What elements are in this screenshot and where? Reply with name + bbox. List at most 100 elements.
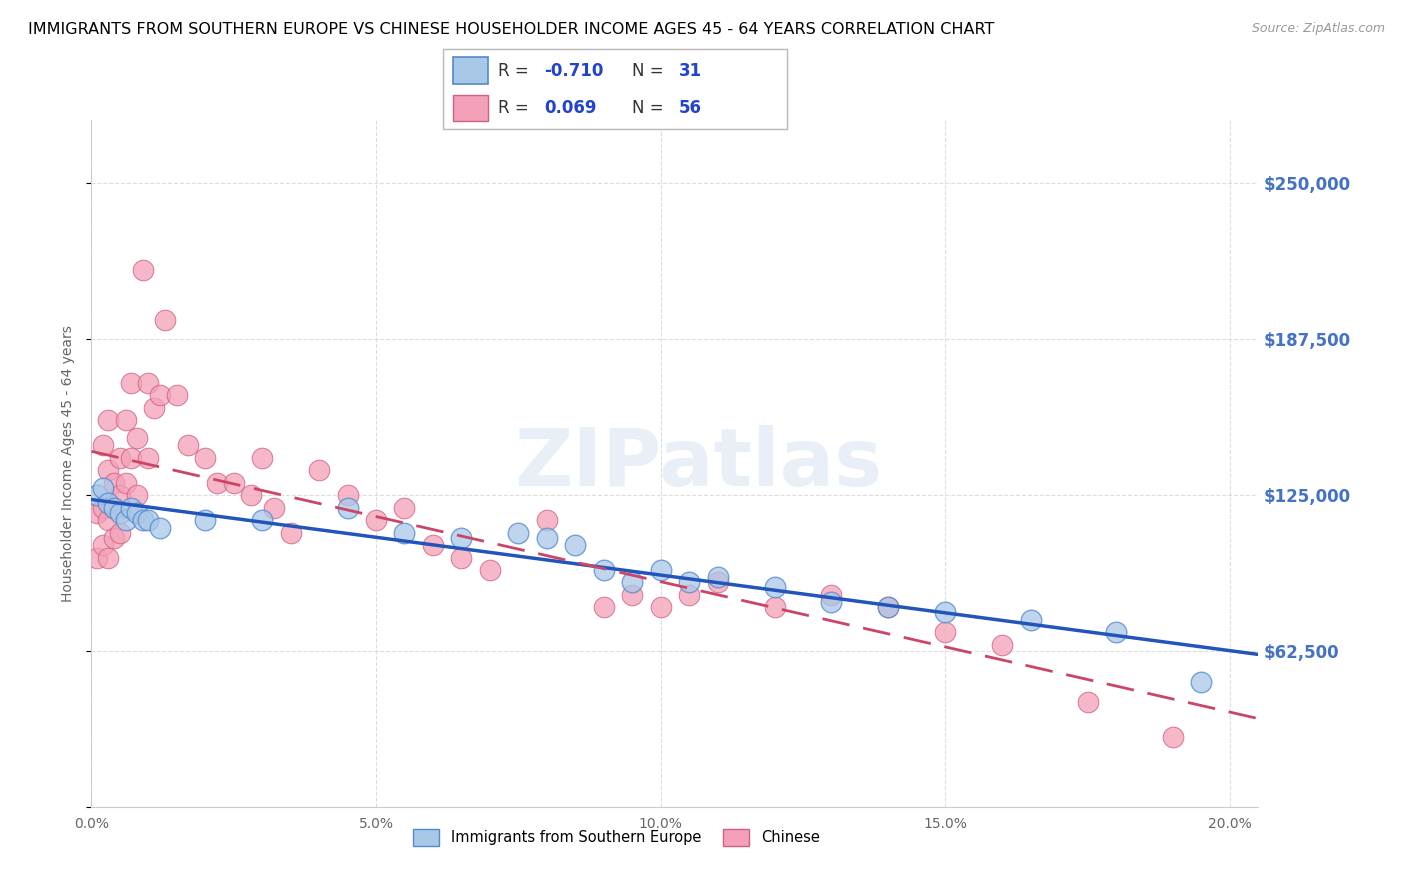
Point xyxy=(706,570,728,584)
Point xyxy=(621,575,644,590)
Text: 0.069: 0.069 xyxy=(544,99,598,117)
Point xyxy=(592,600,614,615)
Point xyxy=(86,550,108,565)
Point xyxy=(194,450,217,465)
Point xyxy=(86,488,108,502)
Point xyxy=(280,525,302,540)
Point xyxy=(991,638,1014,652)
Point xyxy=(91,500,114,515)
Point xyxy=(450,550,472,565)
Point xyxy=(592,563,614,577)
Point xyxy=(166,388,188,402)
Point xyxy=(877,600,900,615)
Point xyxy=(125,431,148,445)
Point xyxy=(108,506,131,520)
Point xyxy=(125,488,148,502)
Point xyxy=(536,531,558,545)
Bar xyxy=(453,57,488,84)
Text: -0.710: -0.710 xyxy=(544,62,605,79)
Point xyxy=(820,595,842,609)
Point xyxy=(478,563,501,577)
Point xyxy=(250,450,273,465)
Point xyxy=(394,500,416,515)
Point xyxy=(103,500,125,515)
Text: N =: N = xyxy=(633,99,669,117)
Point xyxy=(86,506,108,520)
Point xyxy=(120,500,142,515)
Point xyxy=(678,575,700,590)
Point xyxy=(91,538,114,552)
Point xyxy=(97,463,120,477)
Point xyxy=(877,600,900,615)
Point xyxy=(108,450,131,465)
Point xyxy=(136,376,159,390)
Point xyxy=(763,600,786,615)
Point xyxy=(1019,613,1042,627)
Point xyxy=(263,500,285,515)
Point xyxy=(820,588,842,602)
Point xyxy=(114,475,136,490)
Point xyxy=(678,588,700,602)
Point xyxy=(239,488,262,502)
Point xyxy=(103,531,125,545)
Point xyxy=(114,413,136,427)
Point xyxy=(97,550,120,565)
Point xyxy=(131,513,153,527)
Point xyxy=(120,450,142,465)
Text: N =: N = xyxy=(633,62,669,79)
Point xyxy=(120,376,142,390)
Point xyxy=(336,500,359,515)
Point xyxy=(136,450,159,465)
Point xyxy=(149,520,172,534)
Point xyxy=(97,513,120,527)
Point xyxy=(1105,625,1128,640)
Point xyxy=(394,525,416,540)
Point xyxy=(336,488,359,502)
Point xyxy=(422,538,444,552)
Bar xyxy=(453,95,488,121)
Point xyxy=(1191,675,1213,690)
Point xyxy=(763,581,786,595)
Point xyxy=(108,488,131,502)
Point xyxy=(97,413,120,427)
Point xyxy=(621,588,644,602)
Point xyxy=(108,525,131,540)
Point xyxy=(91,438,114,452)
Point xyxy=(1077,695,1099,709)
Point xyxy=(125,506,148,520)
Point xyxy=(177,438,200,452)
Text: 56: 56 xyxy=(679,99,702,117)
Point xyxy=(131,263,153,277)
Point xyxy=(1161,731,1184,745)
Text: ZIPatlas: ZIPatlas xyxy=(515,425,883,503)
Point xyxy=(934,606,956,620)
Point xyxy=(103,475,125,490)
Point xyxy=(143,401,166,415)
Point xyxy=(364,513,387,527)
Point xyxy=(155,313,177,327)
Text: Source: ZipAtlas.com: Source: ZipAtlas.com xyxy=(1251,22,1385,36)
Point xyxy=(205,475,228,490)
Point xyxy=(222,475,245,490)
Point xyxy=(91,481,114,495)
Point xyxy=(103,500,125,515)
Point xyxy=(650,600,672,615)
Point xyxy=(250,513,273,527)
Text: 31: 31 xyxy=(679,62,702,79)
Point xyxy=(564,538,586,552)
Point xyxy=(149,388,172,402)
Text: R =: R = xyxy=(498,62,534,79)
Point xyxy=(934,625,956,640)
Y-axis label: Householder Income Ages 45 - 64 years: Householder Income Ages 45 - 64 years xyxy=(62,326,76,602)
Point xyxy=(308,463,330,477)
Point xyxy=(706,575,728,590)
Text: R =: R = xyxy=(498,99,534,117)
Point xyxy=(194,513,217,527)
Text: IMMIGRANTS FROM SOUTHERN EUROPE VS CHINESE HOUSEHOLDER INCOME AGES 45 - 64 YEARS: IMMIGRANTS FROM SOUTHERN EUROPE VS CHINE… xyxy=(28,22,994,37)
Point xyxy=(136,513,159,527)
Point xyxy=(450,531,472,545)
Point xyxy=(650,563,672,577)
Point xyxy=(97,495,120,509)
Legend: Immigrants from Southern Europe, Chinese: Immigrants from Southern Europe, Chinese xyxy=(408,823,825,852)
Point xyxy=(536,513,558,527)
